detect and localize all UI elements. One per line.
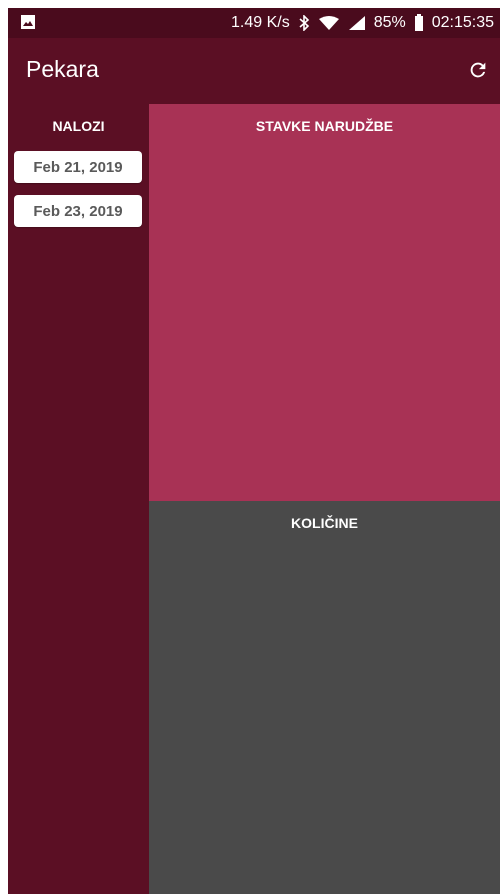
network-speed: 1.49 K/s <box>230 14 290 31</box>
orders-sidebar: NALOZI Feb 21, 2019 Feb 23, 2019 <box>8 104 149 894</box>
order-date-button[interactable]: Feb 21, 2019 <box>14 151 142 183</box>
image-icon <box>20 14 36 30</box>
refresh-button[interactable] <box>464 58 492 86</box>
battery-percent: 85% <box>373 14 406 31</box>
status-indicators: 1.49 K/s 85% <box>231 8 494 38</box>
quantities-panel: KOLIČINE <box>149 501 500 894</box>
order-items-panel: STAVKE NARUDŽBE <box>149 104 500 501</box>
refresh-icon <box>467 59 489 86</box>
clock: 02:15:35 <box>431 14 494 31</box>
order-date-button[interactable]: Feb 23, 2019 <box>14 195 142 227</box>
battery-icon <box>414 14 424 32</box>
bluetooth-icon <box>298 15 310 31</box>
signal-icon <box>348 15 366 31</box>
app-title: Pekara <box>26 56 99 82</box>
app-screen: 1.49 K/s 85% <box>8 8 500 894</box>
wifi-icon <box>318 15 340 31</box>
status-bar: 1.49 K/s 85% <box>8 8 500 38</box>
quantities-title: KOLIČINE <box>291 515 358 531</box>
app-bar: Pekara <box>8 38 500 104</box>
orders-title: NALOZI <box>52 118 105 134</box>
order-items-title: STAVKE NARUDŽBE <box>255 118 394 134</box>
